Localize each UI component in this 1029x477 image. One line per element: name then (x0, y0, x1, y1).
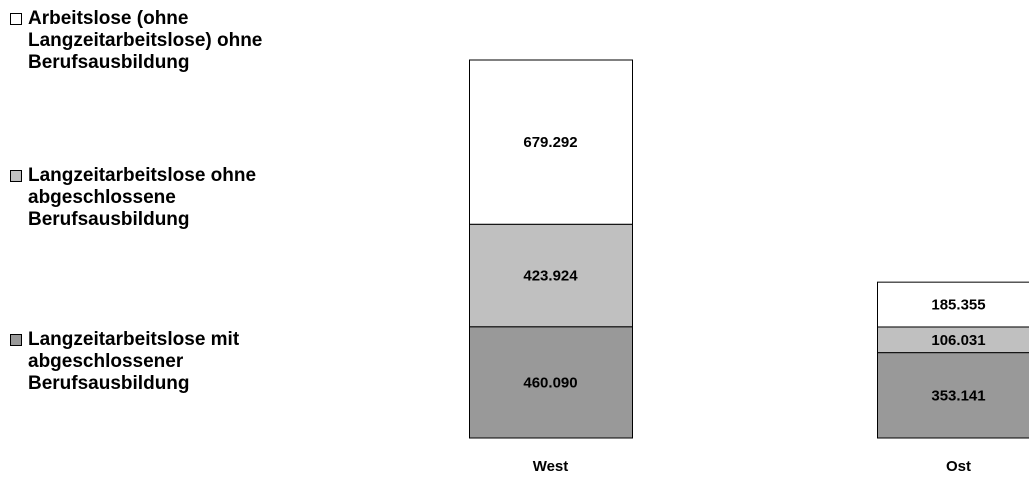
legend-item: Langzeitarbeitslose ohne abgeschlossene Be… (10, 165, 330, 231)
legend-swatch (10, 170, 22, 182)
legend-swatch (10, 334, 22, 346)
category-label-ost: Ost (946, 458, 971, 475)
data-label: 106.031 (931, 332, 985, 349)
data-label: 679.292 (523, 134, 577, 151)
category-label-west: West (533, 458, 569, 475)
legend-swatch (10, 13, 22, 25)
bar-segment-ost-2 (877, 281, 1029, 328)
bar-segment-ost-0 (877, 352, 1029, 439)
bar-segment-west-1 (469, 223, 633, 328)
data-label: 423.924 (523, 268, 578, 285)
legend-label: Arbeitslose (ohne Langzeitarbeitslose) oh… (28, 8, 263, 73)
data-label: 185.355 (931, 297, 985, 314)
legend-label: Langzeitarbeitslose ohne abgeschlossene Be… (28, 165, 257, 230)
legend-label: Langzeitarbeitslose mit abgeschlossener Be… (28, 329, 240, 394)
legend-item: Arbeitslose (ohne Langzeitarbeitslose) oh… (10, 8, 330, 74)
bar-segment-west-2 (469, 59, 633, 225)
data-label: 353.141 (931, 387, 985, 404)
legend-item: Langzeitarbeitslose mit abgeschlossener Be… (10, 329, 330, 395)
data-label: 460.090 (523, 374, 577, 391)
bar-segment-west-0 (469, 326, 633, 439)
